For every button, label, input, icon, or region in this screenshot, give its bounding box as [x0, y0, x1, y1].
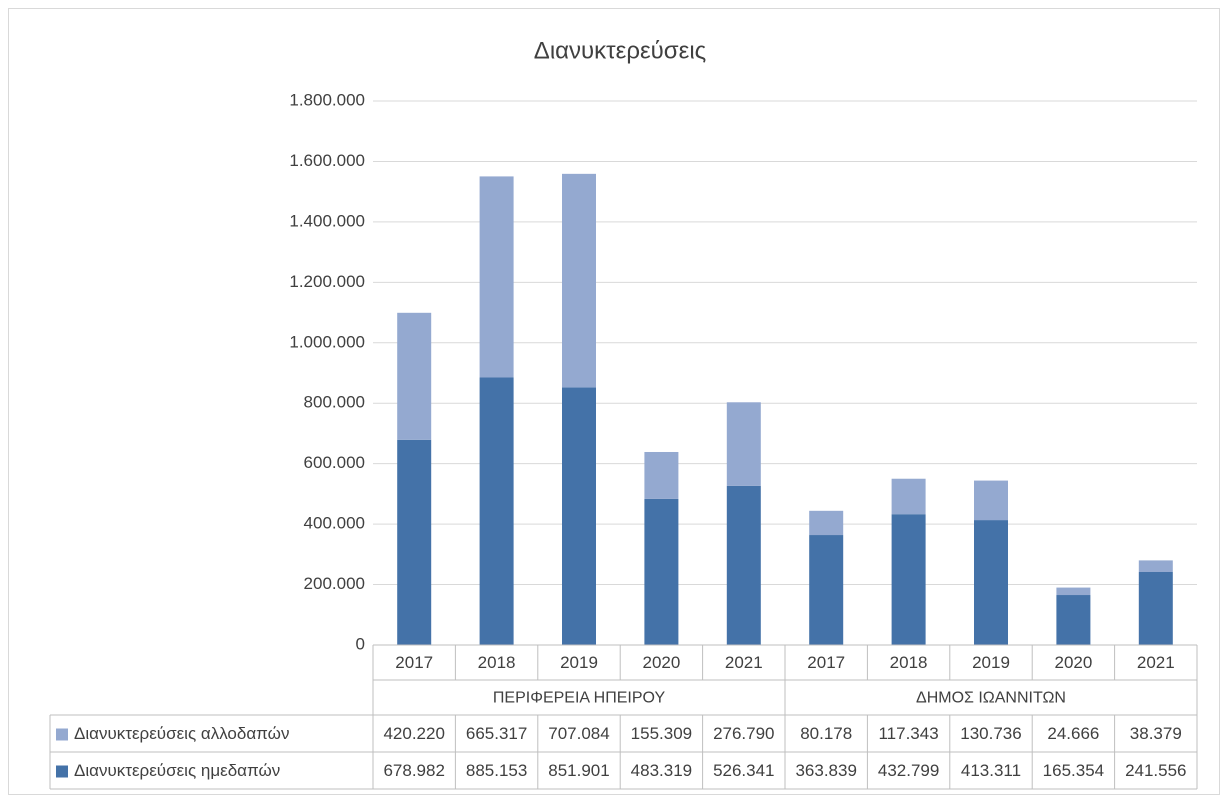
bar: [479, 176, 514, 378]
table-value: 241.556: [1125, 761, 1186, 780]
x-tick-label: 2017: [395, 653, 433, 672]
bar: [1056, 595, 1091, 645]
chart-title: Διανυκτερεύσεις: [534, 37, 706, 64]
bar: [974, 520, 1008, 645]
y-tick-label: 1.800.000: [289, 90, 365, 109]
legend-swatch: [56, 728, 68, 741]
table-value: 155.309: [631, 724, 692, 743]
y-tick-label: 400.000: [304, 514, 365, 533]
bar: [644, 498, 679, 645]
y-tick-label: 0: [356, 634, 365, 653]
table-value: 526.341: [713, 761, 774, 780]
table-value: 80.178: [800, 724, 852, 743]
table-value: 851.901: [548, 761, 609, 780]
y-tick-label: 1.200.000: [289, 272, 365, 291]
x-tick-label: 2018: [890, 653, 928, 672]
y-tick-label: 1.000.000: [289, 332, 365, 351]
bar: [726, 485, 761, 645]
bar: [397, 312, 432, 440]
table-value: 130.736: [960, 724, 1021, 743]
table-value: 678.982: [383, 761, 444, 780]
table-value: 24.666: [1047, 724, 1099, 743]
table-value: 707.084: [548, 724, 609, 743]
table-value: 117.343: [878, 724, 938, 743]
x-tick-label: 2019: [972, 653, 1010, 672]
bar: [479, 377, 514, 645]
x-tick-label: 2020: [1054, 653, 1092, 672]
bar: [1056, 587, 1091, 596]
bar: [809, 535, 844, 645]
y-tick-label: 200.000: [304, 574, 365, 593]
table-value: 276.790: [713, 724, 774, 743]
x-tick-label: 2018: [478, 653, 516, 672]
bar: [397, 439, 432, 645]
bar: [1138, 571, 1173, 645]
table-value: 165.354: [1043, 761, 1104, 780]
bar: [562, 173, 596, 388]
legend-label: Διανυκτερεύσεις ημεδαπών: [74, 761, 280, 780]
group-label: ΔΗΜΟΣ ΙΩΑΝΝΙΤΩΝ: [916, 690, 1066, 707]
table-value: 483.319: [631, 761, 692, 780]
bar: [891, 478, 926, 515]
x-tick-label: 2017: [807, 653, 845, 672]
bar: [974, 480, 1008, 521]
chart-border: [8, 8, 1220, 795]
table-value: 885.153: [466, 761, 527, 780]
x-tick-label: 2019: [560, 653, 598, 672]
x-tick-label: 2020: [642, 653, 680, 672]
x-tick-label: 2021: [1137, 653, 1175, 672]
table-value: 363.839: [795, 761, 856, 780]
table-value: 38.379: [1130, 724, 1182, 743]
group-label: ΠΕΡΙΦΕΡΕΙΑ ΗΠΕΙΡΟΥ: [493, 690, 666, 707]
legend-swatch: [56, 765, 68, 778]
y-tick-label: 1.400.000: [289, 211, 365, 230]
legend-label: Διανυκτερεύσεις αλλοδαπών: [74, 724, 289, 743]
y-tick-label: 800.000: [304, 393, 365, 412]
bar: [1138, 560, 1173, 572]
table-value: 432.799: [878, 761, 939, 780]
bar: [726, 402, 761, 486]
bar: [891, 514, 926, 645]
bar: [562, 387, 596, 645]
bar: [644, 451, 679, 499]
bar: [809, 510, 844, 536]
x-tick-label: 2021: [725, 653, 763, 672]
y-tick-label: 1.600.000: [289, 151, 365, 170]
table-value: 420.220: [383, 724, 444, 743]
table-value: 413.311: [961, 761, 1021, 780]
y-tick-label: 600.000: [304, 453, 365, 472]
table-value: 665.317: [466, 724, 527, 743]
